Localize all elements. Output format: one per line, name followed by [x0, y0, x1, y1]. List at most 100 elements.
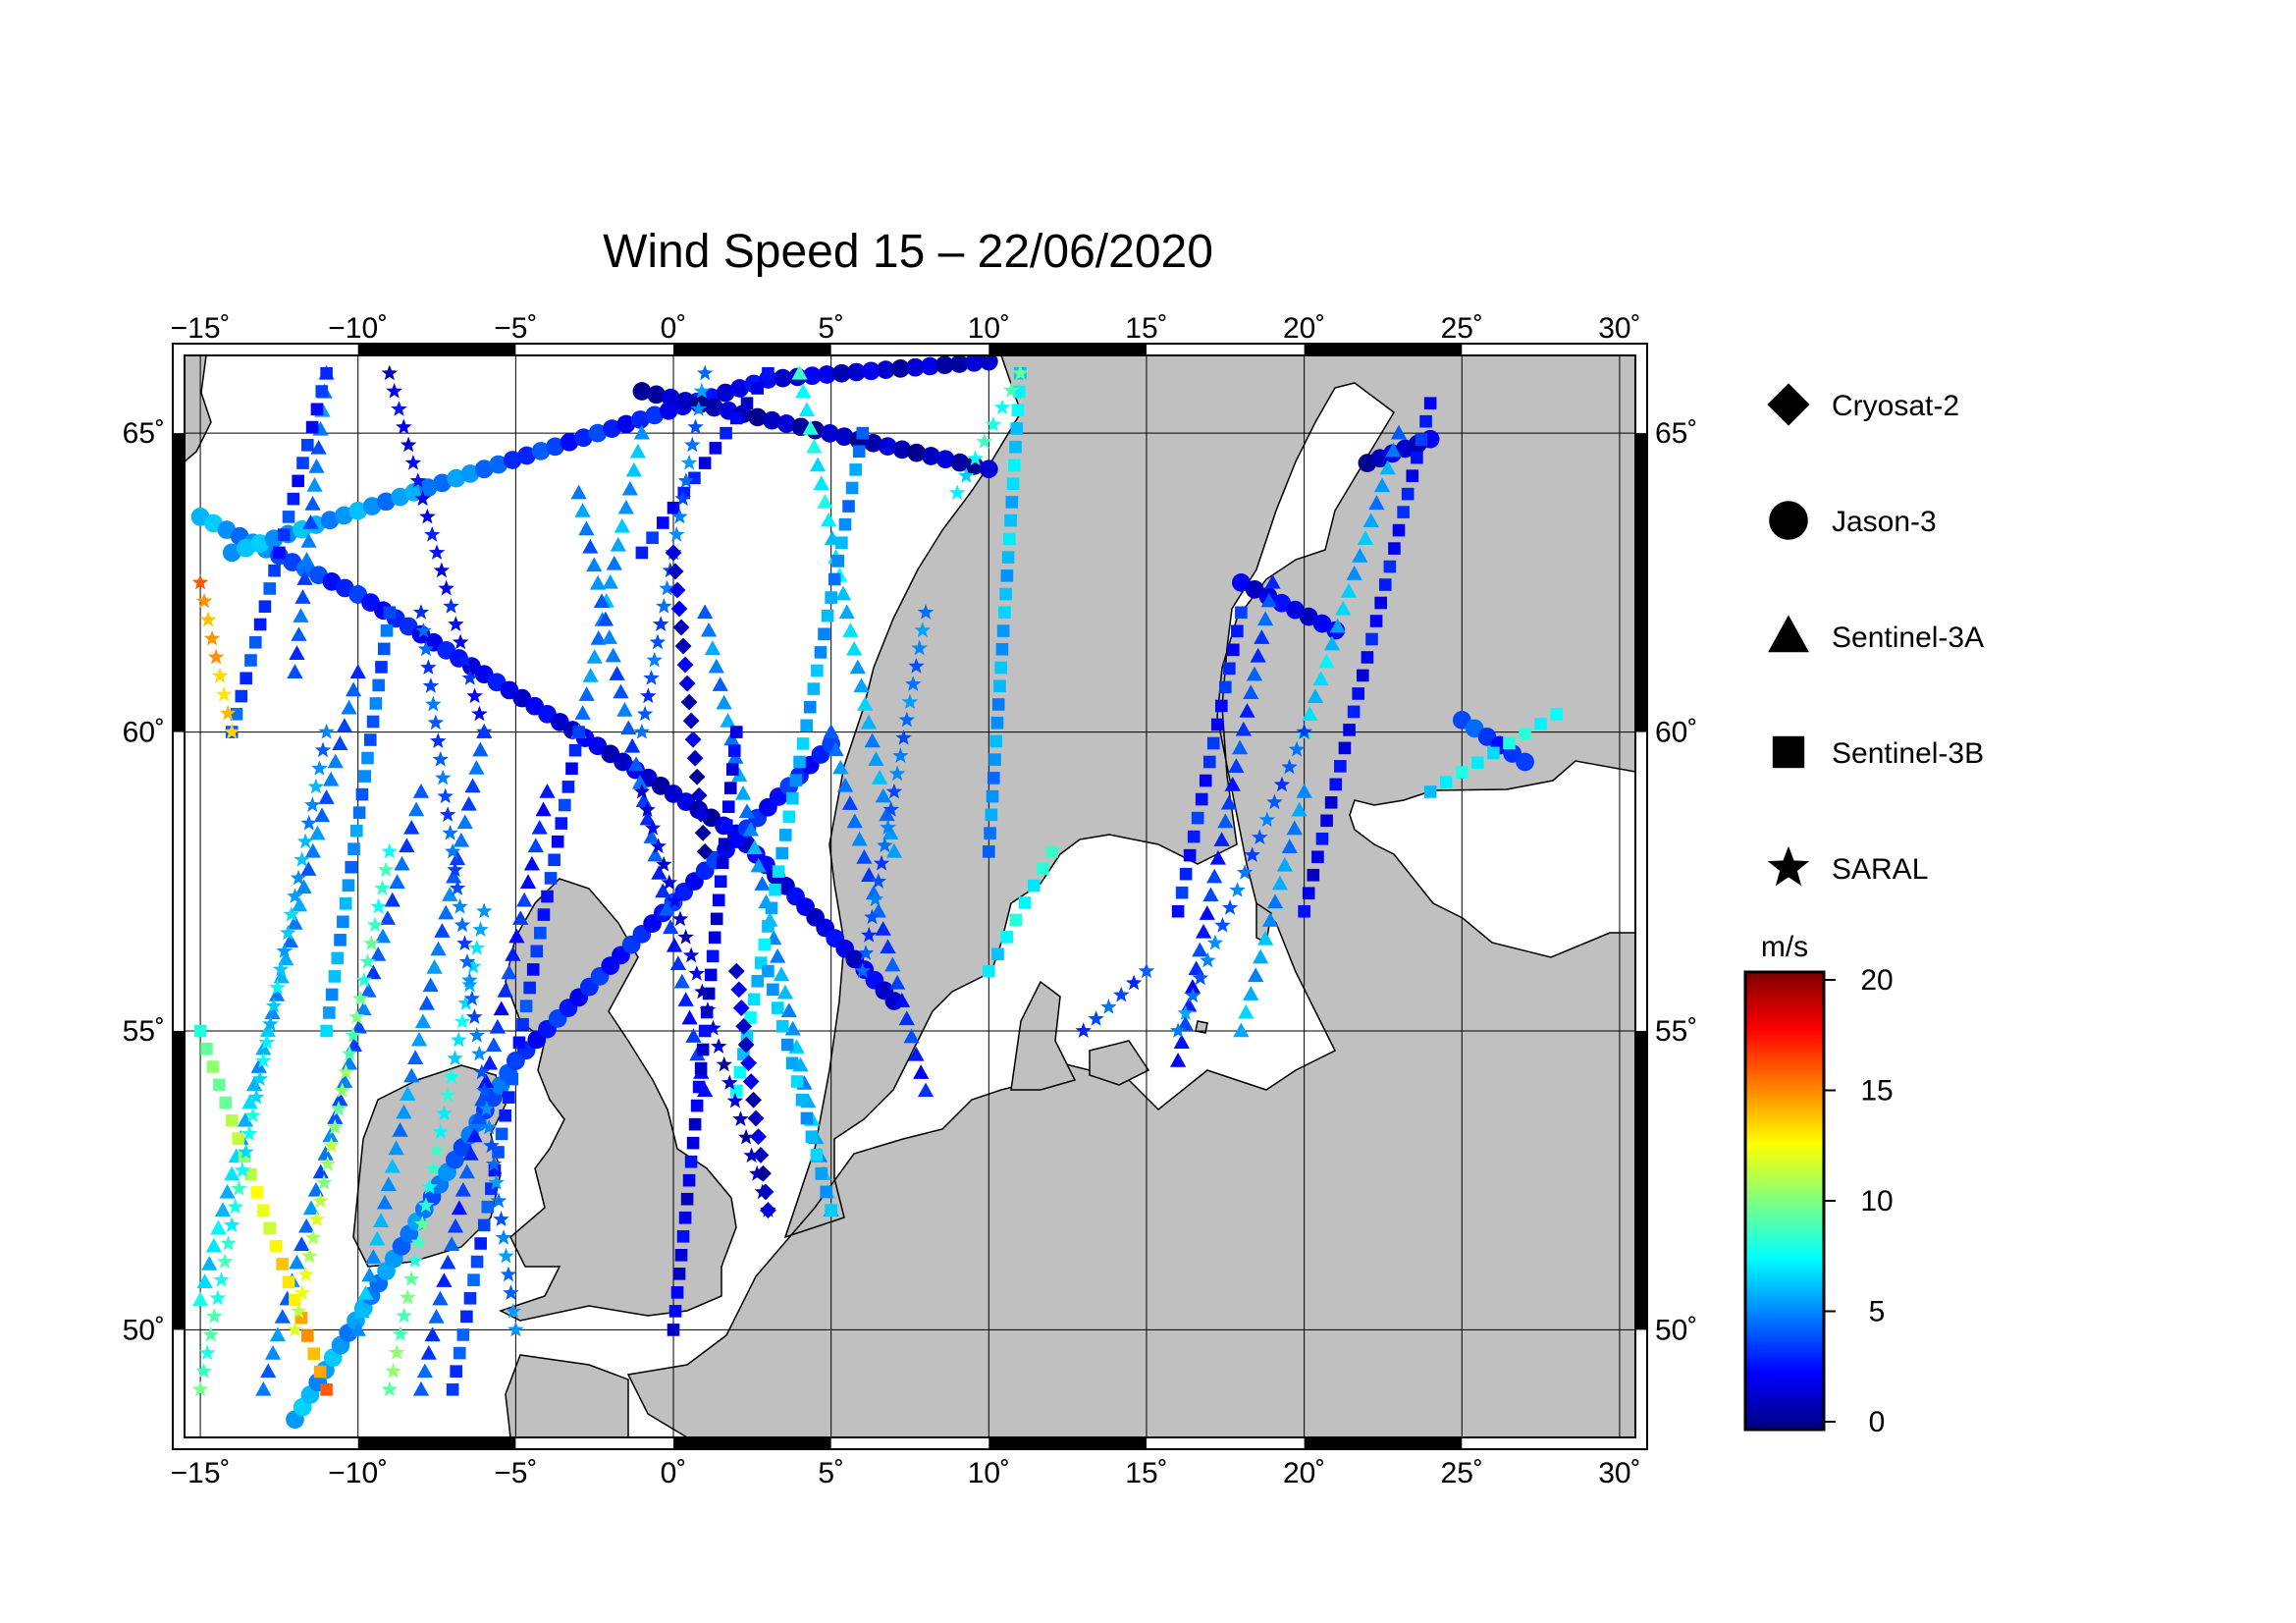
observation-point	[559, 798, 571, 812]
observation-point	[699, 1001, 717, 1017]
observation-point	[507, 1321, 524, 1337]
track-saral	[287, 842, 399, 1337]
observation-point	[1298, 904, 1310, 918]
observation-point	[1243, 684, 1259, 700]
observation-point	[609, 666, 625, 680]
observation-point	[807, 682, 821, 695]
observation-point	[627, 756, 645, 772]
observation-point	[1177, 1015, 1194, 1031]
observation-point	[1243, 986, 1259, 1001]
observation-point	[880, 939, 896, 954]
observation-point	[433, 562, 451, 578]
observation-point	[1175, 886, 1189, 899]
observation-point	[447, 1217, 464, 1233]
observation-point	[219, 1183, 236, 1199]
observation-point	[832, 363, 851, 383]
observation-point	[810, 1149, 824, 1162]
observation-point	[630, 410, 650, 429]
lon-label-bottom: 30˚	[1598, 1457, 1640, 1489]
observation-point	[1238, 1003, 1255, 1019]
observation-point	[821, 512, 837, 527]
observation-point	[199, 1344, 216, 1361]
observation-point	[502, 1091, 515, 1104]
track-sentinel-3b	[1171, 606, 1248, 918]
observation-point	[687, 418, 704, 435]
observation-point	[454, 916, 471, 933]
observation-point	[386, 382, 402, 399]
observation-point	[319, 1156, 337, 1171]
frame-bar-top	[673, 344, 831, 355]
observation-point	[747, 993, 761, 1006]
observation-point	[767, 983, 779, 997]
colorbar-tick-label: 15	[1860, 1075, 1893, 1108]
observation-point	[466, 1127, 483, 1143]
observation-point	[1281, 839, 1298, 853]
observation-point	[565, 762, 578, 776]
observation-point	[616, 702, 633, 717]
observation-point	[444, 842, 461, 859]
observation-point	[1228, 758, 1245, 773]
observation-point	[196, 1273, 213, 1289]
observation-point	[355, 787, 369, 801]
observation-point	[338, 1063, 354, 1080]
observation-point	[300, 814, 317, 831]
observation-point	[301, 1329, 314, 1342]
observation-point	[682, 947, 700, 963]
track-jason-3	[759, 355, 998, 389]
observation-point	[727, 744, 741, 757]
observation-point	[825, 591, 837, 604]
observation-point	[300, 861, 317, 876]
observation-point	[885, 783, 903, 799]
track-sentinel-3b	[667, 726, 743, 1336]
observation-point	[775, 846, 788, 860]
observation-point	[505, 947, 521, 961]
observation-point	[996, 624, 1010, 637]
observation-point	[240, 1125, 258, 1141]
observation-point	[470, 1255, 484, 1269]
observation-point	[481, 1200, 495, 1214]
observation-point	[412, 604, 430, 620]
observation-point	[360, 982, 377, 998]
observation-point	[495, 1127, 508, 1141]
observation-point	[501, 964, 517, 980]
observation-point	[712, 676, 728, 691]
observation-point	[272, 960, 290, 977]
observation-point	[837, 777, 854, 792]
observation-point	[991, 698, 1005, 711]
observation-point	[636, 705, 654, 722]
observation-point	[668, 1305, 682, 1318]
observation-point	[613, 683, 629, 699]
observation-point	[616, 414, 636, 434]
observation-point	[561, 781, 575, 793]
observation-point	[437, 787, 454, 804]
observation-point	[244, 1107, 261, 1123]
observation-point	[688, 768, 706, 785]
track-sentinel-3b	[1298, 397, 1437, 918]
observation-point	[620, 720, 637, 735]
observation-point	[365, 1249, 382, 1264]
observation-point	[426, 959, 443, 974]
observation-point	[428, 1142, 446, 1158]
observation-point	[995, 642, 1009, 656]
observation-point	[336, 1073, 353, 1088]
observation-point	[800, 1111, 814, 1125]
observation-point	[1352, 548, 1368, 563]
observation-point	[853, 677, 870, 693]
observation-point	[263, 582, 277, 595]
observation-point	[531, 819, 548, 835]
observation-point	[704, 640, 721, 656]
observation-point	[990, 716, 1004, 730]
observation-point	[380, 1176, 397, 1192]
observation-point	[1291, 801, 1308, 817]
observation-point	[657, 516, 669, 529]
observation-point	[1260, 592, 1277, 608]
observation-point	[474, 1237, 487, 1250]
observation-point	[1357, 530, 1374, 545]
observation-point	[880, 819, 896, 835]
observation-point	[403, 819, 420, 835]
observation-point	[1487, 746, 1500, 760]
observation-point	[377, 861, 395, 878]
observation-point	[640, 687, 657, 704]
observation-point	[458, 1163, 475, 1179]
observation-point	[296, 570, 313, 585]
